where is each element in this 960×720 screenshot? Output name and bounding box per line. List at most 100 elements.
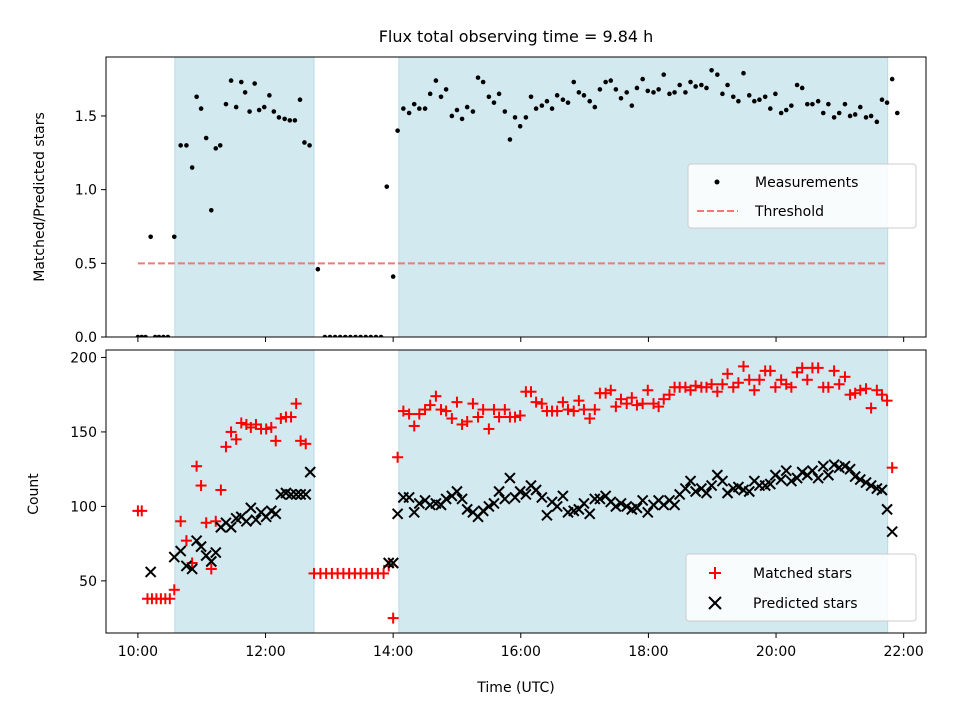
legend-measurements-label: Measurements — [755, 175, 858, 191]
matched-star-point — [514, 410, 526, 422]
matched-star-point — [860, 383, 872, 395]
predicted-star-point — [245, 502, 257, 514]
predicted-star-point — [403, 491, 415, 504]
matched-star-point — [230, 433, 242, 445]
measurement-point — [198, 106, 204, 111]
measurement-point — [831, 115, 837, 120]
matched-star-point — [136, 505, 148, 517]
y-tick-label: 0.0 — [75, 330, 97, 346]
predicted-star-point — [886, 526, 898, 538]
measurement-point — [449, 113, 455, 119]
matched-star-point — [191, 460, 203, 472]
measurement-point — [184, 143, 189, 148]
measurement-point — [672, 90, 677, 95]
measurement-point — [152, 334, 158, 337]
predicted-star-point — [684, 475, 697, 487]
measurement-point — [704, 85, 709, 91]
predicted-star-point — [551, 500, 563, 513]
predicted-star-point — [621, 500, 633, 513]
measurement-point — [581, 93, 587, 98]
measurement-point — [480, 79, 486, 85]
measurement-point — [762, 94, 768, 100]
matched-star-point — [387, 612, 399, 624]
matched-star-point — [536, 398, 548, 410]
legend-measurements-marker — [714, 179, 720, 185]
predicted-star-point — [881, 503, 893, 516]
measurement-point — [271, 109, 277, 114]
predicted-star-point — [461, 503, 473, 516]
predicted-star-point — [250, 514, 262, 526]
measurement-point — [720, 91, 725, 97]
measurement-point — [417, 106, 422, 111]
measurement-point — [302, 140, 307, 145]
predicted-star-point — [594, 493, 606, 505]
x-tick-label: 22:00 — [883, 644, 923, 660]
predicted-star-point — [483, 500, 495, 513]
matched-star-point — [260, 423, 272, 435]
measurement-point — [228, 78, 234, 83]
x-tick-label: 16:00 — [501, 644, 541, 660]
measurement-point — [443, 87, 449, 92]
measurement-point — [507, 137, 513, 142]
measurement-point — [139, 334, 145, 337]
measurement-point — [390, 274, 396, 279]
ratio-panel: 0.0 0.5 1.0 1.5 Flux total observing time =… — [32, 27, 927, 346]
matched-star-point — [637, 398, 649, 410]
matched-star-point — [844, 389, 856, 401]
predicted-star-point — [391, 508, 404, 520]
matched-star-point — [621, 398, 633, 410]
predicted-star-point — [270, 508, 282, 520]
measurement-point — [384, 184, 390, 189]
measurement-point — [287, 118, 293, 123]
measurement-point — [842, 101, 848, 107]
predicted-star-point — [514, 485, 526, 498]
predicted-star-point — [294, 488, 307, 501]
ratio-legend: Measurements Threshold — [687, 163, 917, 229]
matched-star-point — [573, 395, 585, 407]
measurement-point — [276, 115, 282, 120]
predicted-star-point — [387, 557, 399, 569]
predicted-star-point — [732, 481, 745, 493]
matched-star-point — [610, 401, 622, 413]
matched-star-point — [424, 399, 436, 411]
predicted-star-point — [679, 482, 692, 495]
legend-predicted-marker — [708, 596, 722, 610]
measurement-point — [217, 143, 223, 148]
measurement-point — [746, 93, 752, 98]
predicted-star-point — [610, 500, 622, 513]
measurement-point — [213, 146, 219, 151]
measurement-point — [810, 101, 815, 107]
predicted-star-point — [195, 540, 207, 553]
matched-star-point — [764, 365, 776, 377]
matched-star-point — [801, 374, 813, 386]
predicted-star-point — [225, 521, 237, 533]
measurement-point — [322, 334, 328, 337]
legend-predicted-label: Predicted stars — [753, 596, 858, 612]
y-tick-label: 200 — [70, 350, 97, 366]
x-tick-label: 10:00 — [118, 644, 158, 660]
matched-star-point — [180, 535, 192, 547]
predicted-star-point — [849, 470, 861, 483]
legend-matched-label: Matched stars — [753, 566, 852, 582]
matched-star-point — [690, 380, 702, 392]
matched-star-point — [275, 413, 287, 425]
matched-star-point — [397, 405, 409, 417]
x-tick-label: 14:00 — [373, 644, 413, 660]
matched-star-point — [737, 360, 749, 372]
predicted-star-point — [716, 475, 729, 487]
predicted-star-point — [775, 473, 787, 486]
measurement-point — [634, 85, 640, 91]
measurement-point — [156, 334, 162, 337]
matched-star-point — [446, 413, 458, 425]
measurement-point — [433, 78, 439, 83]
predicted-star-point — [785, 475, 798, 487]
matched-star-point — [488, 404, 500, 416]
measurement-point — [603, 79, 608, 85]
measurement-point — [683, 90, 688, 95]
measurement-point — [889, 76, 895, 82]
count-marks — [132, 360, 898, 624]
measurement-point — [857, 104, 863, 110]
shaded-region-0 — [174, 57, 315, 337]
predicted-star-point — [536, 491, 548, 504]
predicted-star-point — [541, 509, 553, 522]
